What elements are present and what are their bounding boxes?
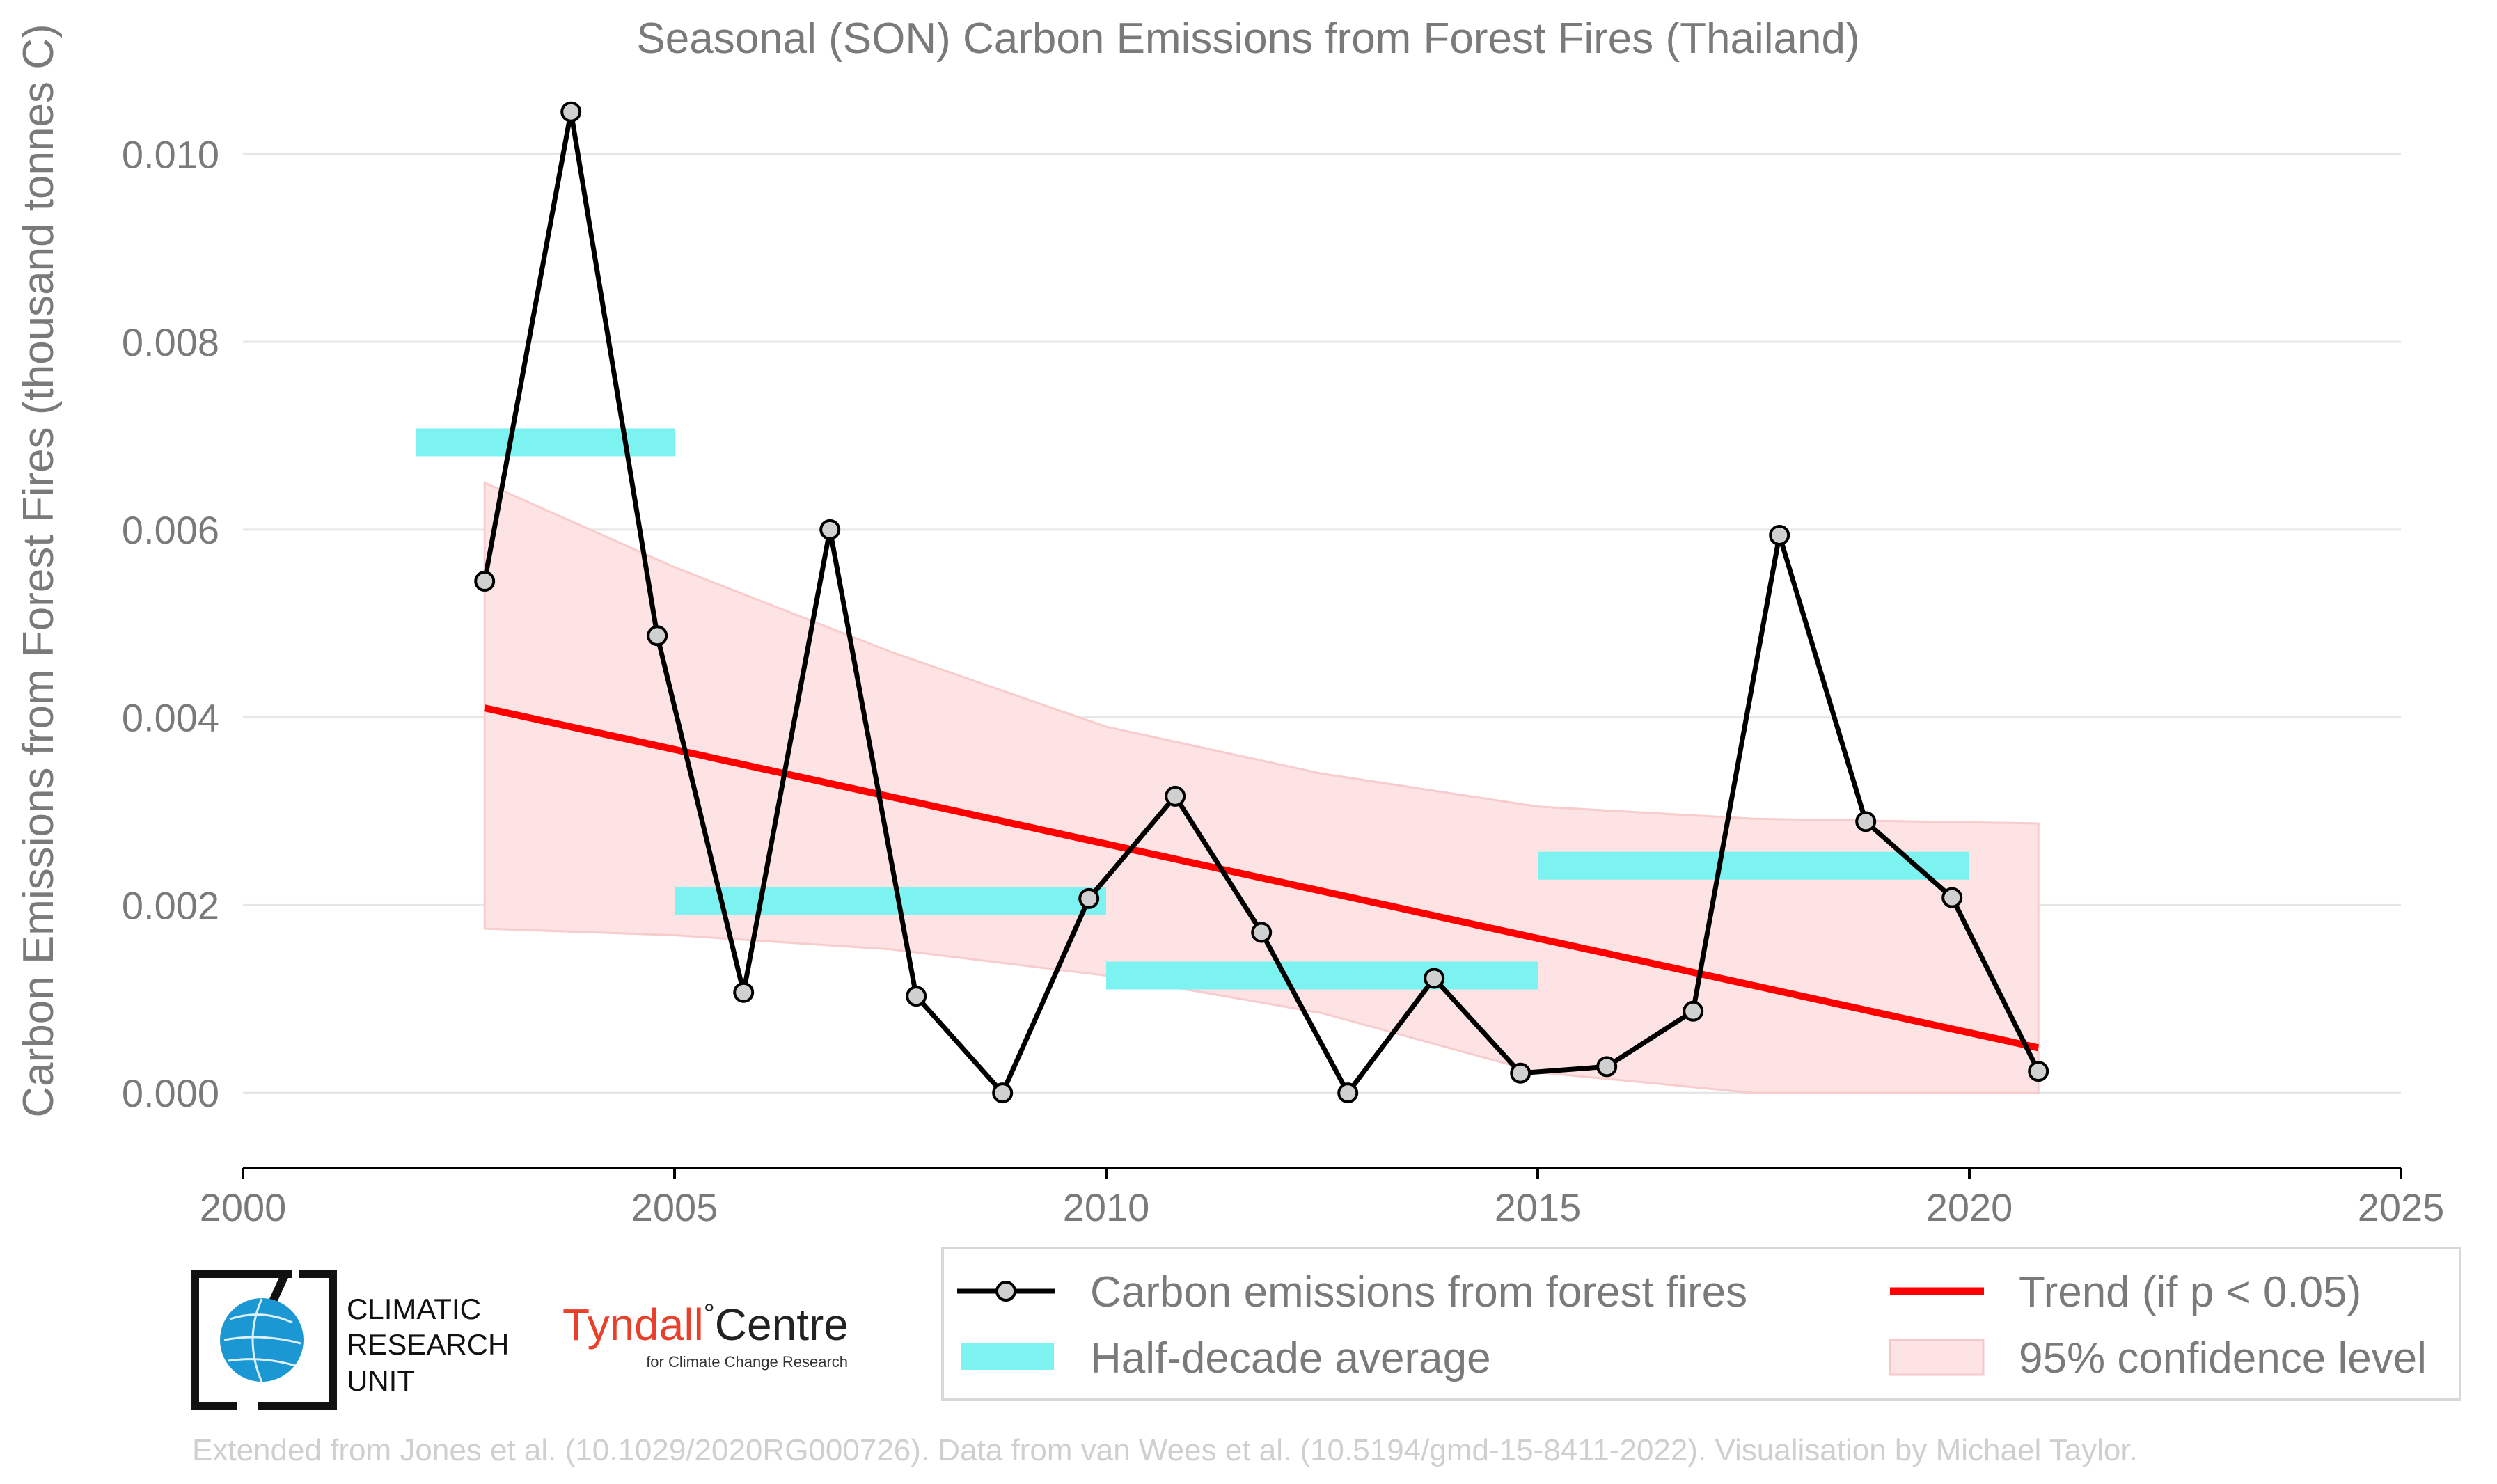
half-decade-bar bbox=[416, 428, 675, 457]
emissions-line-layer bbox=[474, 101, 2049, 1104]
emissions-point bbox=[1078, 887, 1100, 909]
y-tick-label: 0.010 bbox=[122, 132, 219, 176]
legend-frame bbox=[941, 1247, 2461, 1401]
half-decade-bar bbox=[675, 887, 1106, 915]
emissions-point bbox=[2028, 1061, 2049, 1082]
legend: Carbon emissions from forest fires Half-… bbox=[941, 1247, 2461, 1401]
emissions-point bbox=[1769, 524, 1790, 546]
emissions-point bbox=[1424, 968, 1445, 989]
y-tick-label: 0.002 bbox=[122, 883, 219, 927]
footer-credits: Extended from Jones et al. (10.1029/2020… bbox=[192, 1433, 2138, 1467]
confidence-band-layer bbox=[483, 481, 2040, 1094]
emissions-point bbox=[992, 1082, 1014, 1104]
x-tick-label: 2020 bbox=[1926, 1185, 2013, 1229]
chart-title: Seasonal (SON) Carbon Emissions from For… bbox=[636, 15, 1859, 63]
trend-layer bbox=[484, 704, 2040, 1052]
tyndall-logo: Tyndall°Centre for Climate Change Resear… bbox=[562, 1299, 849, 1371]
emissions-point bbox=[474, 571, 496, 592]
emissions-point bbox=[906, 986, 927, 1007]
cru-logo-line-1: CLIMATIC bbox=[347, 1293, 481, 1325]
emissions-point bbox=[647, 625, 668, 647]
legend-swatch-half-decade bbox=[961, 1343, 1054, 1370]
half-decade-average-layer bbox=[416, 428, 1969, 990]
x-tick-label: 2025 bbox=[2358, 1185, 2445, 1229]
y-tick-label: 0.000 bbox=[122, 1071, 219, 1115]
emissions-point bbox=[1941, 887, 1963, 908]
emissions-point bbox=[1337, 1082, 1359, 1104]
x-tick-label: 2015 bbox=[1495, 1185, 1582, 1229]
legend-swatch-emissions-marker bbox=[995, 1281, 1016, 1302]
emissions-point bbox=[560, 101, 582, 123]
axes: 0.000 0.002 0.004 0.006 0.008 0.010 2000 2005 20… bbox=[122, 132, 2444, 1229]
y-tick-label: 0.006 bbox=[122, 508, 219, 552]
tyndall-logo-subtitle: for Climate Change Research bbox=[646, 1353, 848, 1371]
legend-label-trend: Trend (if p < 0.05) bbox=[2019, 1268, 2361, 1316]
half-decade-bar bbox=[1538, 851, 1969, 880]
trend-line bbox=[484, 704, 2040, 1052]
y-tick-label: 0.004 bbox=[122, 696, 219, 740]
emissions-point bbox=[1510, 1062, 1531, 1084]
tyndall-logo-name: Tyndall°Centre bbox=[562, 1299, 849, 1350]
emissions-point bbox=[819, 519, 841, 540]
confidence-band bbox=[483, 481, 2040, 1094]
legend-label-half-decade: Half-decade average bbox=[1090, 1334, 1491, 1382]
half-decade-bar bbox=[1106, 961, 1538, 990]
emissions-point bbox=[1165, 785, 1186, 807]
y-tick-label: 0.008 bbox=[122, 320, 219, 364]
y-axis-label: Carbon Emissions from Forest Fires (thou… bbox=[15, 24, 63, 1117]
emissions-point bbox=[1596, 1056, 1618, 1078]
emissions-point bbox=[733, 981, 755, 1003]
legend-label-emissions: Carbon emissions from forest fires bbox=[1090, 1268, 1747, 1316]
globe-icon bbox=[220, 1298, 304, 1382]
x-tick-label: 2010 bbox=[1063, 1185, 1150, 1229]
globe-icon-lines bbox=[223, 1298, 301, 1382]
legend-label-confidence: 95% confidence level bbox=[2019, 1334, 2427, 1382]
legend-swatch-confidence bbox=[1889, 1339, 1985, 1376]
x-tick-label: 2000 bbox=[200, 1185, 287, 1229]
emissions-point bbox=[1855, 811, 1877, 832]
cru-logo-line-2: RESEARCH bbox=[347, 1328, 509, 1361]
emissions-point bbox=[1251, 922, 1273, 943]
cru-logo-line-3: UNIT bbox=[347, 1364, 415, 1397]
cru-logo: CLIMATIC RESEARCH UNIT bbox=[191, 1270, 509, 1410]
emissions-point bbox=[1683, 1000, 1704, 1022]
x-tick-label: 2005 bbox=[631, 1185, 718, 1229]
